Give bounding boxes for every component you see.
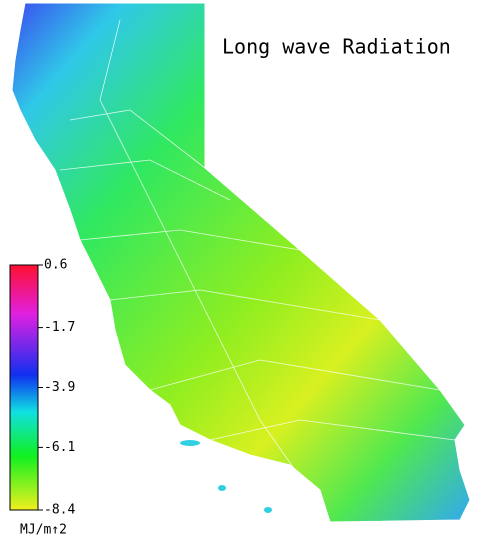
legend-unit: MJ/m↑2 [20,523,67,538]
california-map [11,2,471,523]
tick-label: -8.4 [44,503,75,518]
color-bar-ticks: 0.6 -1.7 -3.9 -6.1 -8.4 [38,258,75,518]
tick-label: 0.6 [44,258,67,273]
tick-label: -3.9 [44,380,75,395]
tick-label: -1.7 [44,320,75,335]
map-title: Long wave Radiation [222,35,451,59]
color-bar [9,264,39,511]
tick-label: -6.1 [44,440,75,455]
